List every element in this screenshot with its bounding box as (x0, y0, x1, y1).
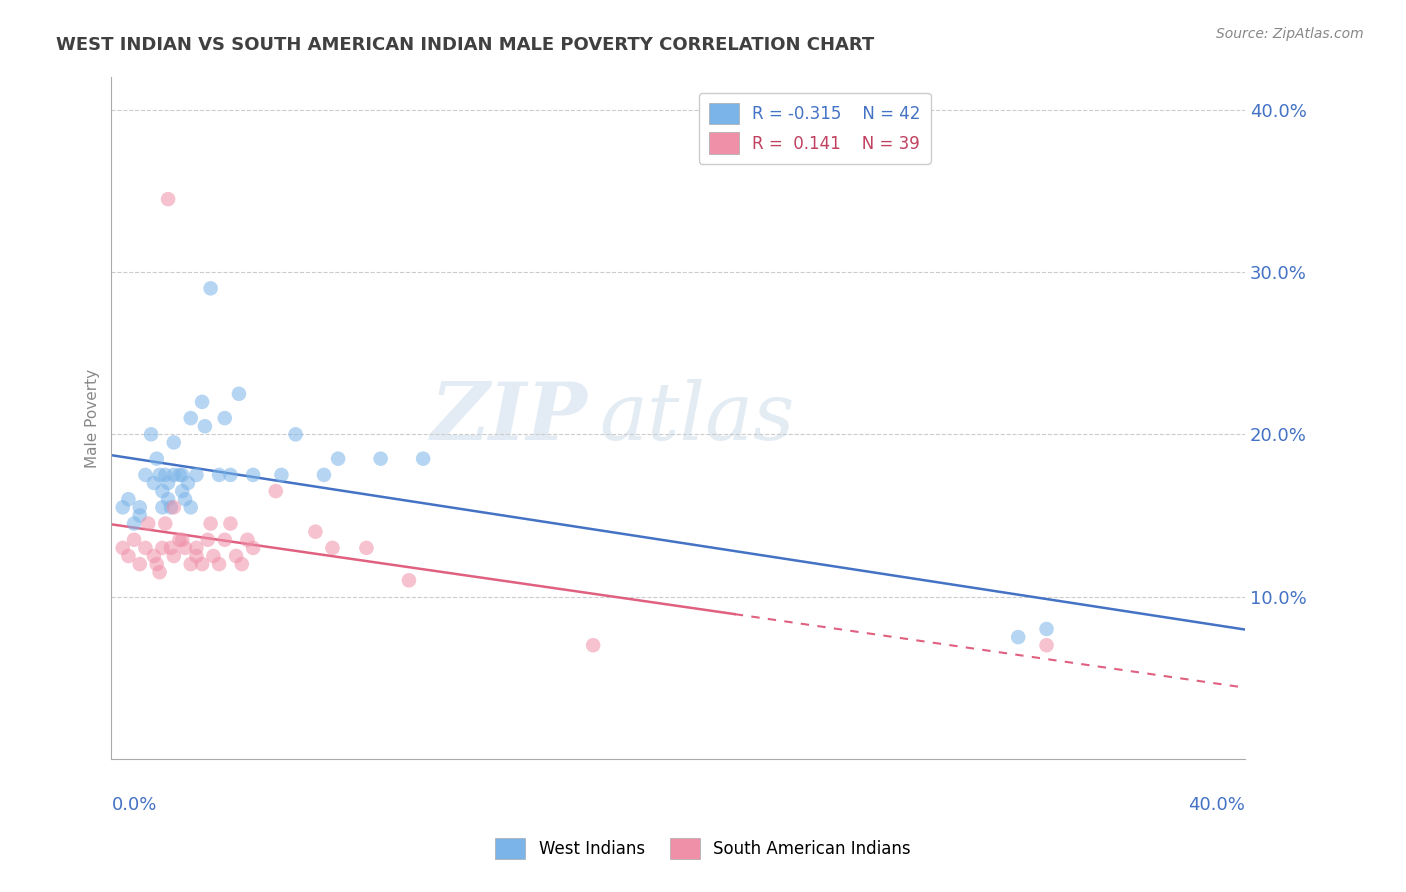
Point (145, 451, 167, 466)
Point (214, 533, 236, 547)
Legend: West Indians, South American Indians: West Indians, South American Indians (489, 831, 917, 866)
Point (208, 557, 231, 571)
Point (134, 467, 156, 482)
Point (180, 500, 202, 515)
Point (142, 549, 165, 563)
Point (242, 541, 264, 555)
Point (412, 451, 434, 466)
Point (136, 516, 159, 531)
Point (169, 533, 191, 547)
Y-axis label: Male Poverty: Male Poverty (86, 368, 100, 467)
Point (219, 467, 242, 482)
Point (321, 541, 343, 555)
Text: 40.0%: 40.0% (1188, 797, 1244, 814)
Point (142, 475, 165, 490)
Text: ZIP: ZIP (430, 379, 588, 457)
Point (225, 549, 247, 563)
Point (264, 484, 287, 499)
Point (163, 549, 186, 563)
Point (270, 467, 292, 482)
Point (197, 533, 219, 547)
Point (174, 492, 197, 507)
Point (163, 500, 186, 515)
Point (180, 411, 202, 425)
Point (214, 411, 236, 425)
Point (139, 427, 162, 442)
Point (157, 492, 180, 507)
Point (194, 419, 217, 434)
Point (152, 484, 174, 499)
Point (117, 492, 139, 507)
Text: Source: ZipAtlas.com: Source: ZipAtlas.com (1216, 27, 1364, 41)
Point (186, 549, 208, 563)
Point (356, 541, 378, 555)
Point (160, 541, 183, 555)
Point (312, 467, 335, 482)
Point (174, 541, 197, 555)
Point (152, 500, 174, 515)
Point (117, 549, 139, 563)
Point (326, 451, 349, 466)
Point (186, 541, 208, 555)
Point (191, 557, 214, 571)
Point (1007, 630, 1029, 644)
Point (219, 516, 242, 531)
Point (163, 467, 186, 482)
Point (191, 395, 214, 409)
Point (200, 281, 222, 295)
Point (122, 516, 145, 531)
Point (149, 566, 172, 580)
Point (145, 557, 167, 571)
Point (172, 533, 194, 547)
Point (236, 533, 259, 547)
Point (155, 467, 177, 482)
Point (1035, 622, 1057, 636)
Point (200, 516, 222, 531)
Text: WEST INDIAN VS SOUTH AMERICAN INDIAN MALE POVERTY CORRELATION CHART: WEST INDIAN VS SOUTH AMERICAN INDIAN MAL… (56, 36, 875, 54)
Point (231, 557, 253, 571)
Point (202, 549, 225, 563)
Point (1035, 638, 1057, 652)
Point (122, 533, 145, 547)
Point (134, 541, 156, 555)
Point (304, 524, 326, 539)
Point (111, 500, 134, 515)
Point (155, 516, 177, 531)
Point (111, 541, 134, 555)
Point (370, 451, 392, 466)
Point (157, 192, 180, 206)
Point (177, 475, 200, 490)
Point (172, 484, 194, 499)
Legend: R = -0.315    N = 42, R =  0.141    N = 39: R = -0.315 N = 42, R = 0.141 N = 39 (699, 93, 931, 164)
Point (242, 467, 264, 482)
Point (157, 475, 180, 490)
Point (172, 467, 194, 482)
Point (180, 557, 202, 571)
Text: atlas: atlas (599, 379, 794, 457)
Text: 0.0%: 0.0% (111, 797, 157, 814)
Point (186, 467, 208, 482)
Point (128, 508, 150, 523)
Point (128, 557, 150, 571)
Point (152, 541, 174, 555)
Point (160, 500, 183, 515)
Point (582, 638, 605, 652)
Point (163, 435, 186, 450)
Point (398, 574, 420, 588)
Point (128, 500, 150, 515)
Point (169, 467, 191, 482)
Point (284, 427, 307, 442)
Point (228, 386, 250, 401)
Point (149, 467, 172, 482)
Point (208, 467, 231, 482)
